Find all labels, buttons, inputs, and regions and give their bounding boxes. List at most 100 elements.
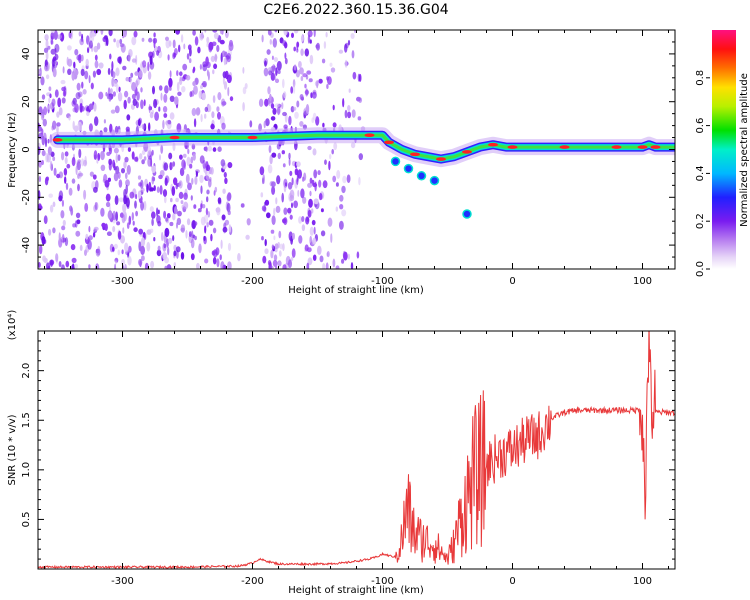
noise-speck [176, 222, 178, 229]
noise-speck [49, 160, 53, 171]
noise-speck [192, 30, 196, 36]
noise-speck [212, 30, 218, 33]
noise-speck [354, 30, 357, 34]
noise-speck [65, 260, 70, 268]
noise-speck [296, 161, 301, 168]
noise-speck [112, 71, 116, 79]
noise-speck [227, 261, 232, 269]
noise-speck [140, 87, 143, 93]
noise-speck [164, 265, 168, 269]
y-tick-label: 20 [21, 95, 32, 108]
noise-speck [302, 73, 308, 78]
noise-speck [198, 90, 203, 99]
noise-speck [299, 67, 304, 75]
noise-speck [135, 80, 139, 88]
noise-speck [95, 263, 100, 269]
noise-speck [282, 264, 287, 269]
noise-speck [268, 145, 272, 154]
noise-speck [242, 86, 247, 95]
noise-speck [323, 41, 327, 49]
noise-speck [45, 137, 47, 148]
noise-speck [94, 60, 99, 69]
x-tick-label: -100 [371, 576, 394, 587]
noise-speck [77, 183, 80, 192]
noise-speck [168, 86, 172, 91]
noise-speck [300, 188, 305, 199]
noise-speck [93, 186, 98, 193]
ridge-peak [462, 150, 472, 154]
noise-speck [138, 182, 143, 187]
noise-speck [124, 90, 129, 98]
noise-speck [309, 226, 314, 236]
noise-speck [216, 106, 220, 112]
noise-speck [302, 176, 305, 182]
outlier-point [462, 209, 472, 219]
noise-speck [225, 30, 229, 39]
noise-speck [143, 200, 147, 211]
noise-speck [190, 156, 194, 164]
noise-speck [175, 246, 181, 253]
noise-speck [202, 64, 208, 72]
noise-speck [178, 44, 181, 53]
noise-speck [306, 262, 310, 269]
noise-speck [208, 219, 214, 226]
noise-speck [122, 30, 127, 38]
noise-speck [164, 195, 167, 204]
y-tick-label: -20 [21, 189, 32, 205]
noise-speck [151, 211, 156, 219]
noise-speck [262, 255, 267, 264]
noise-speck [94, 54, 98, 61]
noise-speck [213, 63, 218, 70]
noise-speck [357, 116, 362, 121]
noise-speck [124, 264, 127, 269]
noise-speck [332, 258, 336, 268]
noise-speck [187, 148, 190, 155]
noise-speck [97, 152, 101, 161]
noise-speck [78, 172, 84, 177]
noise-speck [258, 98, 264, 108]
noise-speck [193, 118, 197, 128]
noise-speck [149, 187, 155, 192]
noise-speck [118, 56, 122, 65]
noise-speck [148, 104, 151, 114]
x-tick-label: -200 [241, 276, 264, 287]
noise-speck [306, 70, 312, 75]
noise-speck [146, 183, 149, 193]
noise-speck [263, 201, 267, 207]
noise-speck [123, 99, 127, 110]
noise-speck [172, 52, 176, 60]
outlier-point [416, 171, 427, 181]
noise-speck [176, 70, 179, 77]
noise-speck [115, 153, 119, 163]
noise-speck [153, 98, 158, 109]
noise-speck [270, 116, 276, 121]
noise-speck [290, 256, 294, 261]
noise-speck [348, 88, 351, 93]
noise-speck [217, 146, 222, 152]
noise-speck [212, 95, 216, 104]
noise-speck [296, 41, 300, 48]
noise-speck [227, 86, 230, 97]
noise-speck [72, 223, 76, 228]
noise-speck [149, 111, 154, 119]
noise-speck [162, 106, 168, 113]
noise-speck [259, 166, 265, 176]
noise-speck [307, 257, 313, 266]
noise-speck [264, 60, 267, 67]
noise-speck [356, 251, 360, 259]
noise-speck [200, 114, 203, 123]
noise-speck [54, 43, 60, 53]
noise-speck [93, 150, 98, 160]
colorbar-axis: 0.0 0.2 0.4 0.6 0.8 [695, 70, 710, 277]
noise-speck [266, 212, 271, 219]
noise-speck [58, 232, 61, 242]
noise-speck [105, 201, 111, 208]
noise-speck [79, 244, 83, 251]
noise-speck [223, 171, 227, 178]
noise-speck [67, 58, 73, 67]
noise-speck [272, 107, 277, 115]
noise-speck [132, 98, 137, 107]
noise-speck [204, 258, 209, 264]
noise-speck [135, 54, 138, 65]
noise-speck [85, 58, 89, 67]
